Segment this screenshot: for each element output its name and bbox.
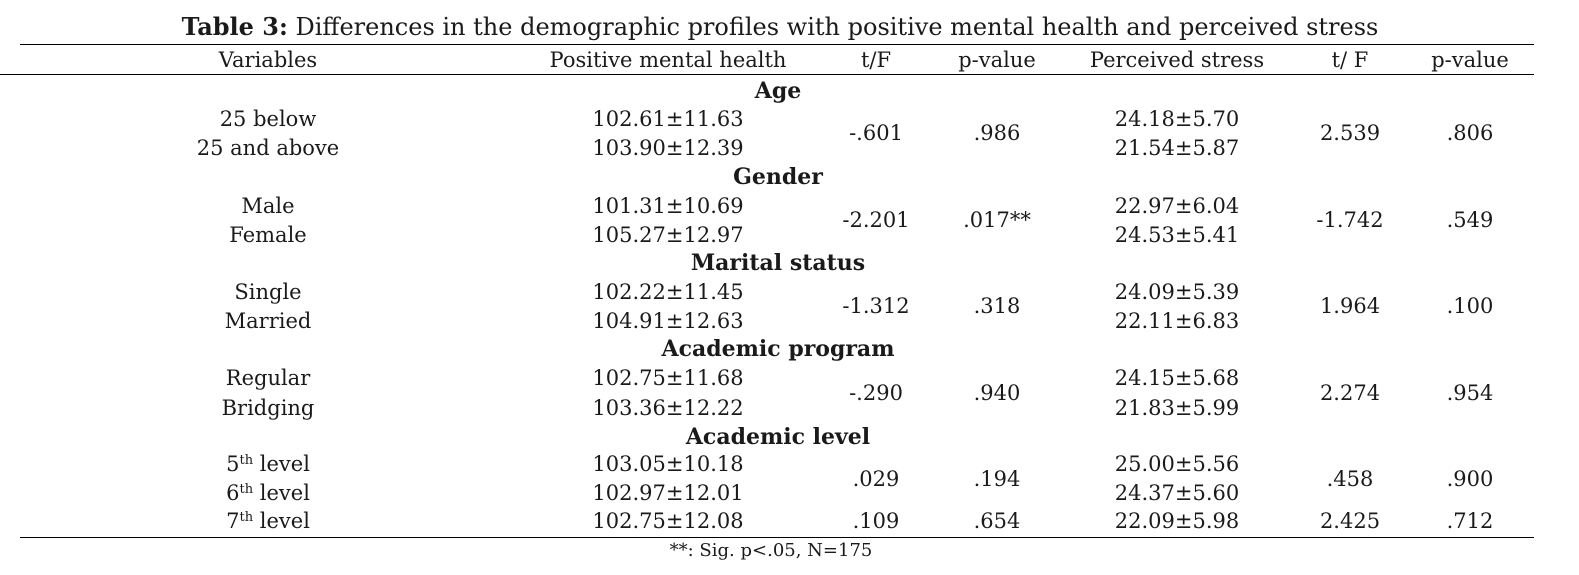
header-p-value-pmh: p-value <box>958 48 1036 72</box>
pmh-mean-sd: 101.31±10.69 <box>592 194 744 218</box>
category-label: 25 and above <box>196 136 340 160</box>
pmh-mean-sd: 102.61±11.63 <box>592 107 744 131</box>
ps-mean-sd: 22.97±6.04 <box>1114 194 1240 218</box>
header-t-f-pmh: t/F <box>860 48 892 72</box>
pmh-mean-sd: 102.75±12.08 <box>592 509 744 533</box>
pmh-mean-sd: 103.05±10.18 <box>592 452 744 476</box>
pmh-t-f-value: -1.312 <box>842 294 910 318</box>
ps-t-f-value: .458 <box>1326 467 1374 491</box>
category-label: 6th level <box>226 481 310 505</box>
ps-p-value: .900 <box>1446 467 1494 491</box>
ps-t-f-value: -1.742 <box>1316 208 1384 232</box>
pmh-p-value: .940 <box>973 381 1021 405</box>
pmh-mean-sd: 102.75±11.68 <box>592 366 744 390</box>
category-label: Male <box>241 194 295 218</box>
pmh-t-f-value: -.290 <box>849 381 903 405</box>
pmh-mean-sd: 102.22±11.45 <box>592 280 744 304</box>
pmh-p-value: .017** <box>963 208 1031 232</box>
category-label: 5th level <box>226 452 310 476</box>
pmh-mean-sd: 103.36±12.22 <box>592 396 744 420</box>
table-header-rule <box>0 74 1534 75</box>
ps-mean-sd: 24.53±5.41 <box>1114 223 1240 247</box>
ps-mean-sd: 21.54±5.87 <box>1114 136 1240 160</box>
ps-t-f-value: 1.964 <box>1319 294 1381 318</box>
ps-p-value: .806 <box>1446 121 1494 145</box>
category-label: Single <box>234 280 302 304</box>
pmh-p-value: .318 <box>973 294 1021 318</box>
table-bottom-rule <box>20 537 1534 538</box>
header-p-value-ps: p-value <box>1431 48 1509 72</box>
header-perceived-stress: Perceived stress <box>1089 48 1265 72</box>
group-heading: Age <box>754 78 802 104</box>
ps-p-value: .712 <box>1446 509 1494 533</box>
ps-mean-sd: 22.09±5.98 <box>1114 509 1240 533</box>
ps-t-f-value: 2.425 <box>1319 509 1381 533</box>
header-positive-mental-health: Positive mental health <box>549 48 787 72</box>
pmh-t-f-value: .029 <box>852 467 900 491</box>
pmh-p-value: .194 <box>973 467 1021 491</box>
pmh-t-f-value: -2.201 <box>842 208 910 232</box>
group-heading: Academic level <box>685 424 871 450</box>
category-label: Regular <box>225 366 311 390</box>
ps-mean-sd: 24.15±5.68 <box>1114 366 1240 390</box>
category-label: 25 below <box>219 107 317 131</box>
pmh-mean-sd: 102.97±12.01 <box>592 481 744 505</box>
ps-mean-sd: 24.18±5.70 <box>1114 107 1240 131</box>
pmh-t-f-value: .109 <box>852 509 900 533</box>
ps-mean-sd: 24.37±5.60 <box>1114 481 1240 505</box>
pmh-p-value: .654 <box>973 509 1021 533</box>
pmh-mean-sd: 105.27±12.97 <box>592 223 744 247</box>
ps-t-f-value: 2.274 <box>1319 381 1381 405</box>
table-caption-text: Differences in the demographic profiles … <box>287 13 1379 41</box>
table-caption-label: Table 3: <box>181 12 288 41</box>
ps-mean-sd: 24.09±5.39 <box>1114 280 1240 304</box>
category-label: Female <box>229 223 307 247</box>
pmh-p-value: .986 <box>973 121 1021 145</box>
category-label: 7th level <box>226 509 310 533</box>
pmh-mean-sd: 104.91±12.63 <box>592 309 744 333</box>
ps-t-f-value: 2.539 <box>1319 121 1381 145</box>
ps-p-value: .100 <box>1446 294 1494 318</box>
pmh-t-f-value: -.601 <box>849 121 903 145</box>
ps-p-value: .549 <box>1446 208 1494 232</box>
ps-mean-sd: 21.83±5.99 <box>1114 396 1240 420</box>
table-footnote: **: Sig. p<.05, N=175 <box>669 540 873 561</box>
category-label: Bridging <box>221 396 315 420</box>
table-caption: Table 3: Differences in the demographic … <box>0 12 1560 42</box>
table-top-rule <box>20 44 1534 45</box>
pmh-mean-sd: 103.90±12.39 <box>592 136 744 160</box>
ps-mean-sd: 25.00±5.56 <box>1114 452 1240 476</box>
category-label: Married <box>224 309 312 333</box>
ps-p-value: .954 <box>1446 381 1494 405</box>
ps-mean-sd: 22.11±6.83 <box>1114 309 1240 333</box>
group-heading: Academic program <box>661 336 895 362</box>
group-heading: Marital status <box>690 250 866 276</box>
header-variables: Variables <box>218 48 318 72</box>
group-heading: Gender <box>733 164 823 190</box>
header-t-f-ps: t/ F <box>1331 48 1369 72</box>
